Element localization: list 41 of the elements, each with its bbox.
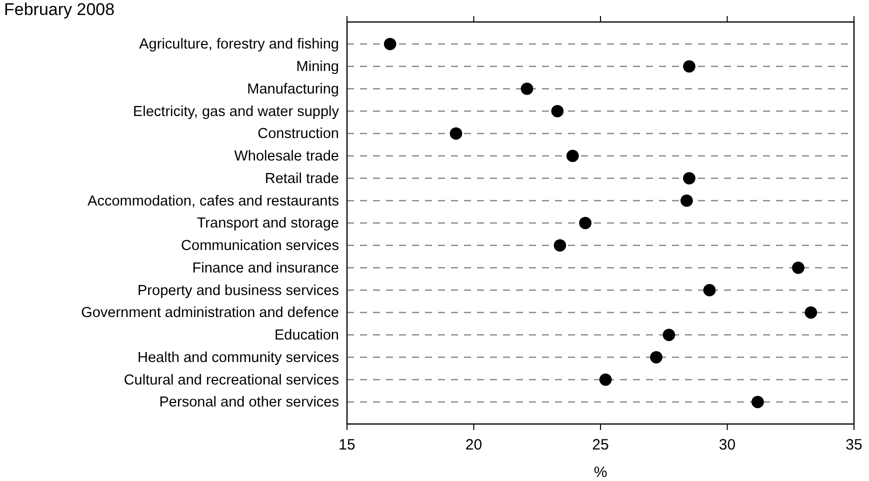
point — [683, 172, 696, 184]
y-tick-label: Property and business services — [138, 282, 339, 299]
y-tick-label: Retail trade — [264, 170, 339, 187]
point — [450, 127, 462, 140]
y-tick-label: Mining — [296, 59, 339, 76]
y-tick-label: Government administration and defence — [81, 305, 339, 322]
point — [680, 194, 693, 207]
x-tick-label: 35 — [846, 436, 862, 454]
point — [650, 351, 662, 364]
y-tick-label: Health and community services — [138, 350, 339, 366]
text: February 2008 — [4, 0, 115, 19]
x-tick-label: 15 — [338, 436, 356, 454]
x-tick-label: 20 — [465, 436, 482, 454]
x-axis-title: % — [594, 464, 608, 481]
y-tick-label: Finance and insurance — [192, 260, 339, 276]
point — [520, 82, 534, 95]
point — [751, 396, 764, 408]
y-tick-label: Communication services — [181, 238, 339, 254]
point — [566, 150, 579, 162]
point — [703, 284, 716, 296]
y-tick-label: Agriculture, forestry and fishing — [139, 36, 339, 53]
y-tick-label: Education — [274, 328, 339, 344]
point — [683, 60, 696, 73]
y-tick-label: Electricity, gas and water supply — [132, 104, 340, 120]
point — [554, 239, 566, 252]
point — [792, 262, 804, 274]
point — [551, 104, 564, 118]
y-tick-label: Wholesale trade — [234, 148, 339, 165]
point — [599, 373, 612, 386]
y-tick-label: Cultural and recreational services — [124, 372, 339, 388]
point — [384, 38, 396, 50]
x-tick-label: 30 — [718, 436, 736, 454]
point — [579, 216, 592, 230]
point — [804, 306, 818, 319]
y-tick-label: Personal and other services — [159, 394, 339, 411]
y-tick-label: Construction — [258, 126, 339, 142]
y-tick-label: Accommodation, cafes and restaurants — [88, 193, 339, 210]
y-tick-label: Transport and storage — [196, 216, 339, 232]
x-tick-label: 25 — [592, 436, 609, 454]
point — [662, 328, 676, 342]
y-tick-label: Manufacturing — [247, 81, 339, 98]
